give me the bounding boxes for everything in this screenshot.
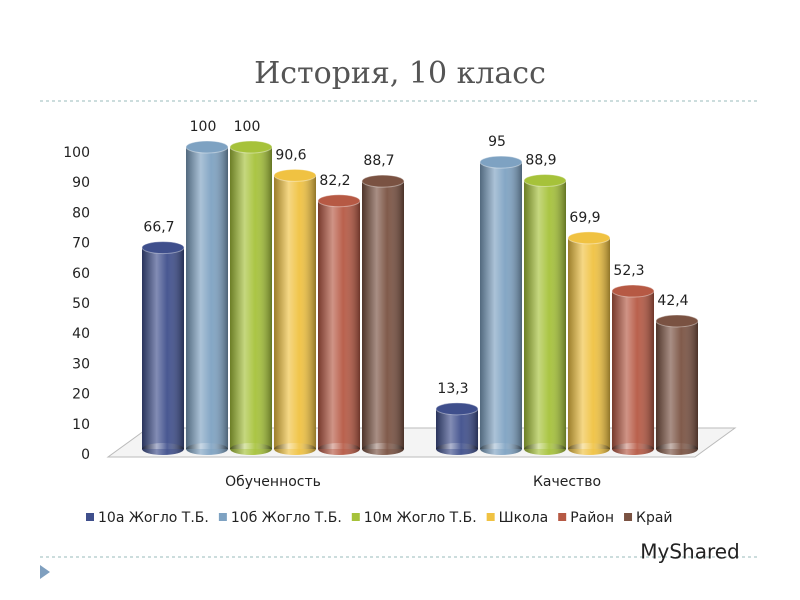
value-label: 100	[190, 119, 217, 135]
bar-shading	[186, 147, 228, 449]
value-label: 42,4	[657, 293, 688, 309]
bar-top	[361, 174, 405, 188]
legend-swatch	[486, 513, 495, 521]
bar-top	[655, 314, 699, 328]
y-tick-label: 40	[72, 326, 90, 342]
bar-top	[523, 174, 567, 188]
y-tick-label: 20	[72, 387, 90, 403]
bar-base-shading	[480, 443, 522, 455]
y-tick-label: 60	[72, 266, 90, 282]
x-tick-label: Обученность	[225, 474, 321, 490]
legend-label: Район	[570, 510, 614, 526]
bar-top	[479, 155, 523, 169]
legend-label: Школа	[499, 510, 549, 526]
chart-title: История, 10 класс	[254, 56, 546, 91]
bar-base-shading	[568, 443, 610, 455]
bar-shading	[612, 291, 654, 449]
legend-label: 10б Жогло Т.Б.	[231, 510, 342, 526]
watermark: MyShared	[640, 540, 740, 564]
y-tick-label: 70	[72, 236, 90, 252]
y-tick-label: 80	[72, 205, 90, 221]
bar-top	[141, 241, 185, 255]
value-label: 100	[234, 119, 261, 135]
legend-swatch	[218, 513, 227, 521]
bar-shading	[480, 162, 522, 449]
bar-shading	[524, 180, 566, 449]
legend-swatch	[86, 513, 94, 521]
bar-top	[317, 194, 361, 208]
x-tick-label: Качество	[533, 474, 601, 490]
nav-arrow	[40, 565, 50, 579]
legend-label: 10м Жогло Т.Б.	[364, 510, 477, 526]
y-tick-label: 0	[81, 447, 90, 463]
bar-base-shading	[656, 443, 698, 455]
bar-base-shading	[612, 443, 654, 455]
y-tick-label: 50	[72, 296, 90, 312]
bar-top	[611, 284, 655, 298]
value-label: 52,3	[613, 263, 644, 279]
value-label: 95	[488, 134, 506, 150]
legend-swatch	[624, 513, 633, 521]
bar-top	[229, 140, 273, 154]
bar-base-shading	[318, 443, 360, 455]
value-label: 69,9	[569, 210, 600, 226]
value-label: 66,7	[143, 220, 174, 236]
y-tick-label: 10	[72, 417, 90, 433]
y-tick-label: 30	[72, 356, 90, 372]
bar-shading	[142, 247, 184, 449]
bar-shading	[230, 147, 272, 449]
value-label: 88,9	[525, 153, 556, 169]
bar-shading	[568, 237, 610, 449]
bar-top	[435, 402, 479, 416]
value-label: 88,7	[363, 153, 394, 169]
value-label: 90,6	[275, 147, 306, 163]
bar-top	[567, 231, 611, 245]
bar-base-shading	[186, 443, 228, 455]
value-label: 13,3	[437, 381, 468, 397]
value-label: 82,2	[319, 173, 350, 189]
bar-top	[185, 140, 229, 154]
y-tick-label: 90	[72, 175, 90, 191]
bar-base-shading	[230, 443, 272, 455]
legend-swatch	[351, 513, 360, 521]
bar-shading	[436, 408, 478, 449]
bar-shading	[274, 175, 316, 449]
bar-base-shading	[524, 443, 566, 455]
y-tick-label: 100	[63, 145, 90, 161]
bar-base-shading	[436, 443, 478, 455]
legend-label: 10а Жогло Т.Б.	[98, 510, 209, 526]
legend-swatch	[558, 513, 567, 521]
bar-base-shading	[362, 443, 404, 455]
legend-label: Край	[636, 510, 673, 526]
bar-top	[273, 168, 317, 182]
bar-shading	[656, 320, 698, 449]
bar-shading	[318, 200, 360, 449]
bar-shading	[362, 181, 404, 449]
bar-base-shading	[142, 443, 184, 455]
bar-base-shading	[274, 443, 316, 455]
